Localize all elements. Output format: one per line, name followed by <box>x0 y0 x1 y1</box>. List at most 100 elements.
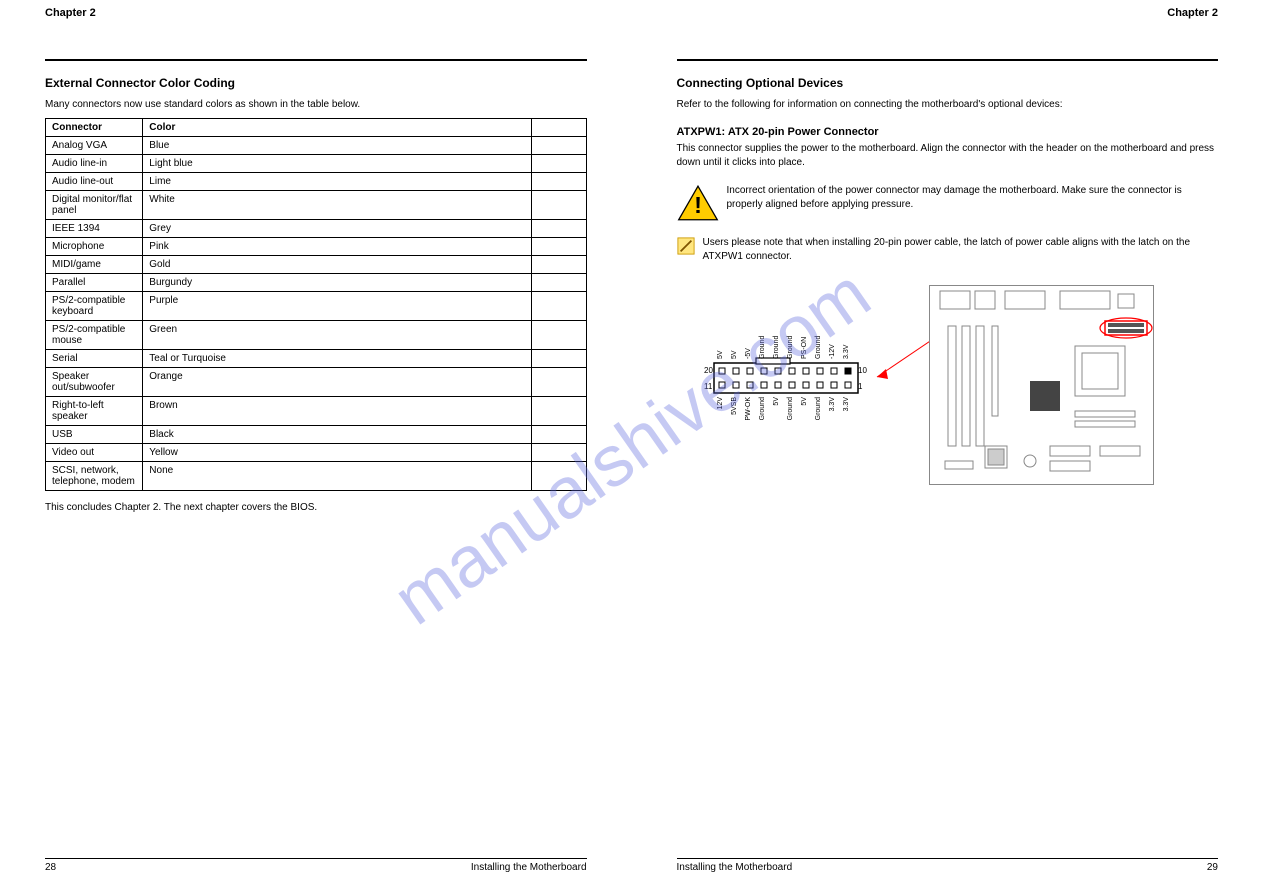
svg-text:Ground: Ground <box>773 336 780 359</box>
table-cell: Purple <box>143 292 532 321</box>
table-cell: None <box>143 462 532 491</box>
table-cell <box>532 321 586 350</box>
table-header <box>532 119 586 137</box>
table-cell: Pink <box>143 238 532 256</box>
table-row: ParallelBurgundy <box>46 274 587 292</box>
table-cell <box>532 220 586 238</box>
table-cell <box>532 368 586 397</box>
svg-text:10: 10 <box>858 366 867 375</box>
intro-text-left: Many connectors now use standard colors … <box>45 98 587 112</box>
svg-text:5V: 5V <box>731 350 738 359</box>
table-cell: Lime <box>143 173 532 191</box>
note-pencil-icon <box>677 237 695 255</box>
svg-text:1: 1 <box>858 382 863 391</box>
table-cell <box>532 350 586 368</box>
warning-icon: ! <box>677 184 719 222</box>
section-title-left: External Connector Color Coding <box>45 76 587 90</box>
svg-text:Ground: Ground <box>815 397 822 420</box>
svg-text:PS-ON: PS-ON <box>801 337 808 359</box>
table-cell: PS/2-compatible keyboard <box>46 292 143 321</box>
svg-text:-12V: -12V <box>829 344 836 359</box>
table-cell: Gold <box>143 256 532 274</box>
table-cell <box>532 426 586 444</box>
table-cell: MIDI/game <box>46 256 143 274</box>
table-cell <box>532 238 586 256</box>
connector-color-table: Connector Color Analog VGABlueAudio line… <box>45 118 587 491</box>
page-number: 29 <box>1207 862 1218 873</box>
svg-text:5V: 5V <box>717 350 724 359</box>
svg-text:Ground: Ground <box>787 397 794 420</box>
table-row: PS/2-compatible keyboardPurple <box>46 292 587 321</box>
motherboard-diagram <box>929 285 1154 485</box>
subsection-title: ATXPW1: ATX 20-pin Power Connector <box>677 126 1219 138</box>
svg-text:5VSB: 5VSB <box>731 397 738 415</box>
header-rule-left <box>45 59 587 61</box>
table-cell: White <box>143 191 532 220</box>
svg-text:5V: 5V <box>801 397 808 406</box>
table-cell: Parallel <box>46 274 143 292</box>
table-cell <box>532 137 586 155</box>
table-cell: Audio line-out <box>46 173 143 191</box>
table-cell: Teal or Turquoise <box>143 350 532 368</box>
table-cell: USB <box>46 426 143 444</box>
svg-text:3.3V: 3.3V <box>843 344 850 359</box>
table-cell: Green <box>143 321 532 350</box>
table-cell: Yellow <box>143 444 532 462</box>
chapter-header-left: Chapter 2 <box>45 7 587 19</box>
header-rule-right <box>677 59 1219 61</box>
table-cell <box>532 155 586 173</box>
svg-text:11: 11 <box>704 382 713 391</box>
table-cell: Digital monitor/flat panel <box>46 191 143 220</box>
table-cell: Video out <box>46 444 143 462</box>
atx-connector-diagram: 5V 12V 5V 5VSB -5V PW-OK Ground Ground Ground 5V G… <box>677 285 877 485</box>
right-page: Chapter 2 Connecting Optional Devices Re… <box>632 0 1263 893</box>
warning-text: Incorrect orientation of the power conne… <box>727 184 1219 211</box>
section-title-right: Connecting Optional Devices <box>677 76 1219 90</box>
table-cell: Microphone <box>46 238 143 256</box>
table-header: Color <box>143 119 532 137</box>
table-row: Audio line-outLime <box>46 173 587 191</box>
svg-text:3.3V: 3.3V <box>829 397 836 412</box>
table-cell: PS/2-compatible mouse <box>46 321 143 350</box>
footer-right: Installing the Motherboard 29 <box>677 859 1219 873</box>
table-cell: SCSI, network, telephone, modem <box>46 462 143 491</box>
table-cell <box>532 191 586 220</box>
svg-text:Ground: Ground <box>759 336 766 359</box>
table-cell: Analog VGA <box>46 137 143 155</box>
chapter-header-right: Chapter 2 <box>677 7 1219 19</box>
table-cell <box>532 173 586 191</box>
table-row: Audio line-inLight blue <box>46 155 587 173</box>
table-row: Analog VGABlue <box>46 137 587 155</box>
table-row: SerialTeal or Turquoise <box>46 350 587 368</box>
table-row: USBBlack <box>46 426 587 444</box>
table-cell: IEEE 1394 <box>46 220 143 238</box>
table-cell: Audio line-in <box>46 155 143 173</box>
svg-text:!: ! <box>694 192 702 218</box>
table-cell: Black <box>143 426 532 444</box>
svg-text:Ground: Ground <box>815 336 822 359</box>
footer-text: Installing the Motherboard <box>677 862 793 873</box>
note-text: Users please note that when installing 2… <box>703 236 1219 263</box>
intro-text-right: Refer to the following for information o… <box>677 98 1219 112</box>
table-cell <box>532 274 586 292</box>
table-row: Video outYellow <box>46 444 587 462</box>
page-number: 28 <box>45 862 56 873</box>
note-block: Users please note that when installing 2… <box>677 236 1219 263</box>
table-cell: Grey <box>143 220 532 238</box>
svg-text:-5V: -5V <box>745 348 752 359</box>
svg-text:Ground: Ground <box>787 336 794 359</box>
table-cell <box>532 462 586 491</box>
table-cell: Burgundy <box>143 274 532 292</box>
table-cell: Right-to-left speaker <box>46 397 143 426</box>
svg-text:PW-OK: PW-OK <box>745 397 752 421</box>
table-cell: Orange <box>143 368 532 397</box>
svg-text:Ground: Ground <box>759 397 766 420</box>
table-row: Digital monitor/flat panelWhite <box>46 191 587 220</box>
left-page: Chapter 2 External Connector Color Codin… <box>0 0 632 893</box>
table-row: PS/2-compatible mouseGreen <box>46 321 587 350</box>
table-cell: Blue <box>143 137 532 155</box>
table-row: MicrophonePink <box>46 238 587 256</box>
table-row: IEEE 1394Grey <box>46 220 587 238</box>
warning-block: ! Incorrect orientation of the power con… <box>677 184 1219 222</box>
svg-text:12V: 12V <box>717 397 724 410</box>
